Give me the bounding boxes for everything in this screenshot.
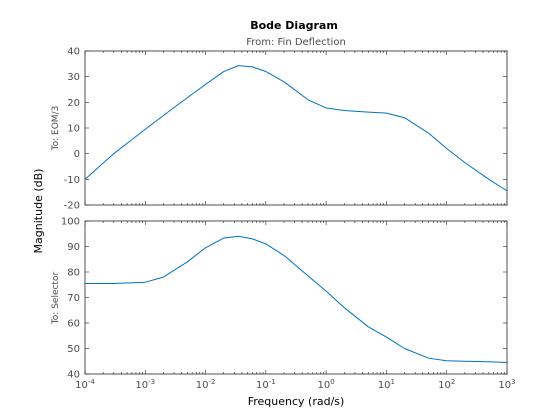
subplot-1-magnitude-line	[84, 65, 508, 192]
x-tick-label: 101	[378, 378, 395, 391]
subplot-1-y-tick-label: 10	[67, 124, 80, 135]
subplot-2-magnitude-line	[85, 235, 508, 364]
subplot-2-y-tick-label: 80	[67, 268, 80, 279]
subplot-1-y-tick-label: 0	[74, 149, 80, 160]
chart-title: Bode Diagram	[250, 19, 338, 32]
subplot-1-y-tick-label: -20	[64, 201, 80, 212]
subplot-1-frame	[84, 50, 508, 206]
x-tick-label: 102	[438, 378, 455, 391]
subplot-1-y-tick-label: 30	[67, 72, 80, 83]
subplot-1-y-tick-label: 20	[67, 98, 80, 109]
subplot-2-y-tick-label: 50	[67, 344, 80, 355]
x-tick-label: 10-1	[256, 378, 276, 391]
subplot-1-y-tick-label: 40	[67, 47, 80, 58]
subplot-2-y-tick-label: 90	[67, 242, 80, 253]
subplot-1-y-tick-label: -10	[64, 175, 80, 186]
x-tick-label: 10-3	[135, 378, 155, 391]
chart-subtitle: From: Fin Deflection	[246, 37, 346, 48]
subplot-2-y-tick-label: 60	[67, 319, 80, 330]
x-tick-label: 10-2	[196, 378, 216, 391]
subplot-2-ylabel: To: Selector	[51, 272, 61, 326]
y-axis-label: Magnitude (dB)	[32, 169, 45, 254]
x-tick-label: 10-4	[75, 378, 95, 391]
x-tick-label: 100	[318, 378, 335, 391]
subplot-2-y-tick-label: 40	[67, 370, 80, 381]
plot-layer: -20 -10 0 10 20 30 40 40 50 60 70 80 90 100 10-4 10-3 10…	[61, 47, 516, 392]
subplot-2-frame	[84, 220, 508, 375]
x-tick-label: 103	[498, 378, 515, 391]
subplot-2-y-tick-label: 100	[61, 217, 80, 228]
subplot-2-y-tick-label: 70	[67, 293, 80, 304]
x-axis-label: Frequency (rad/s)	[248, 395, 345, 408]
subplot-1-ylabel: To: EOM/3	[51, 106, 61, 152]
